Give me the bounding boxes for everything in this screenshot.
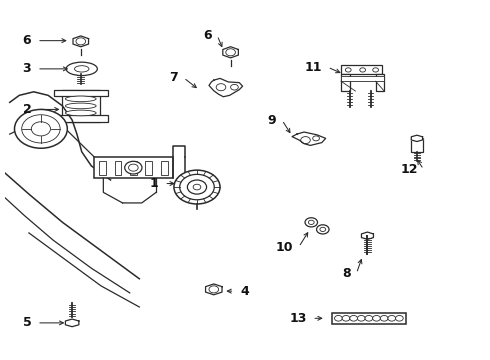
Circle shape (226, 49, 235, 56)
Polygon shape (65, 319, 79, 327)
Bar (54, 90, 108, 96)
Circle shape (209, 286, 219, 293)
Text: 6: 6 (23, 34, 31, 47)
Text: 7: 7 (169, 71, 178, 84)
Text: 10: 10 (275, 240, 293, 253)
Circle shape (125, 161, 142, 174)
Polygon shape (205, 284, 222, 295)
Circle shape (317, 225, 329, 234)
Bar (161, 161, 168, 175)
Circle shape (216, 84, 226, 91)
Circle shape (187, 180, 207, 194)
Bar (341, 76, 384, 81)
Text: 4: 4 (240, 285, 249, 298)
Bar (130, 161, 137, 175)
Bar (94, 157, 173, 178)
Polygon shape (209, 78, 243, 97)
Circle shape (305, 218, 318, 227)
Text: 9: 9 (268, 113, 276, 126)
Circle shape (231, 84, 238, 90)
Bar (146, 161, 152, 175)
Bar (411, 138, 423, 153)
Polygon shape (292, 132, 326, 145)
Text: 5: 5 (23, 316, 31, 329)
Ellipse shape (66, 62, 98, 76)
Polygon shape (223, 47, 238, 58)
Circle shape (342, 315, 350, 321)
Circle shape (395, 315, 403, 321)
Bar (341, 74, 350, 91)
Circle shape (345, 68, 351, 72)
Polygon shape (362, 232, 373, 239)
Text: 11: 11 (304, 60, 322, 73)
Circle shape (180, 174, 214, 200)
Polygon shape (73, 36, 89, 47)
Ellipse shape (65, 96, 96, 102)
Circle shape (350, 315, 358, 321)
Bar (62, 90, 100, 122)
Text: 2: 2 (23, 103, 31, 116)
Circle shape (174, 170, 220, 204)
Circle shape (360, 68, 366, 72)
Bar (99, 161, 106, 175)
Text: 3: 3 (23, 62, 31, 75)
Bar (54, 116, 108, 122)
Bar (115, 161, 121, 175)
Text: 6: 6 (203, 29, 211, 42)
Text: 1: 1 (150, 177, 159, 190)
Text: 12: 12 (400, 163, 418, 176)
Bar (376, 74, 384, 91)
Circle shape (31, 122, 50, 136)
Circle shape (301, 136, 310, 144)
Ellipse shape (65, 103, 96, 109)
Ellipse shape (65, 110, 96, 116)
Circle shape (357, 315, 365, 321)
Circle shape (388, 315, 395, 321)
Circle shape (373, 315, 380, 321)
Circle shape (22, 115, 60, 143)
Ellipse shape (74, 66, 89, 72)
Circle shape (365, 315, 373, 321)
Bar (332, 312, 406, 324)
Circle shape (76, 38, 86, 45)
Polygon shape (411, 135, 422, 141)
Circle shape (313, 136, 319, 141)
Circle shape (128, 164, 138, 171)
Circle shape (320, 227, 326, 231)
Bar (341, 66, 382, 74)
Circle shape (373, 68, 378, 72)
Circle shape (15, 109, 67, 148)
Circle shape (335, 315, 342, 321)
Circle shape (380, 315, 388, 321)
Text: 13: 13 (289, 312, 306, 325)
Circle shape (193, 184, 201, 190)
Circle shape (308, 220, 314, 224)
Text: 8: 8 (342, 267, 351, 280)
